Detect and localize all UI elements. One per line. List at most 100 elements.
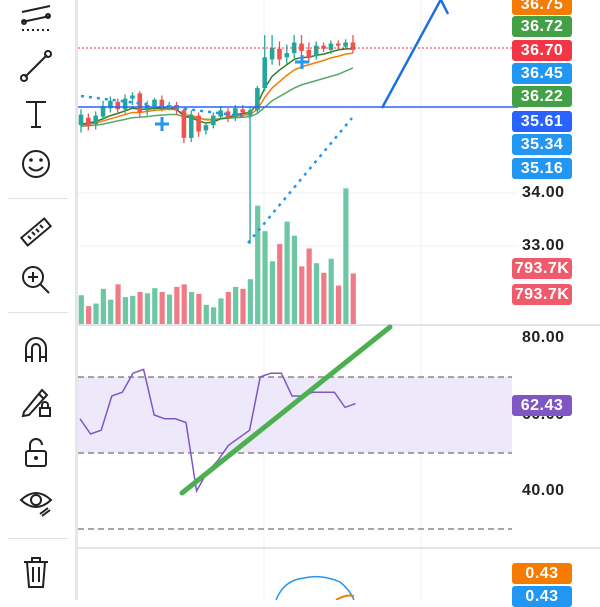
- candle: [306, 42, 312, 63]
- price-axis-label: 34.00: [522, 184, 565, 201]
- toolbar-divider: [8, 538, 68, 539]
- volume-bar: [277, 244, 283, 324]
- volume-bar: [144, 293, 151, 324]
- rsi-axis-label: 80.00: [522, 329, 565, 346]
- price-badge: 36.45: [512, 63, 572, 84]
- volume-bar: [233, 286, 239, 324]
- volume-bar: [284, 221, 290, 324]
- volume-bar: [152, 288, 158, 324]
- volume-bar: [188, 292, 195, 324]
- candle: [93, 111, 98, 130]
- volume-bar: [291, 235, 298, 324]
- volume-bar: [343, 188, 349, 324]
- volume-bar: [321, 272, 327, 324]
- volume-bar: [240, 288, 246, 324]
- candlesticks: [78, 35, 356, 244]
- volume-bar: [218, 298, 224, 324]
- price-badge: 36.72: [512, 16, 572, 37]
- candle: [108, 96, 113, 113]
- candle: [122, 94, 128, 114]
- volume-bar: [174, 286, 180, 324]
- candle: [137, 91, 143, 117]
- macd-line: [275, 575, 355, 600]
- volume-bar: [122, 297, 128, 324]
- volume-bar: [255, 205, 261, 324]
- toolbar-divider: [8, 312, 68, 313]
- price-badge: 36.75: [512, 0, 572, 15]
- arrow-drawing[interactable]: [380, 0, 446, 109]
- volume-bar: [108, 299, 114, 324]
- unlock-icon[interactable]: [12, 432, 60, 472]
- lock-drawing-icon[interactable]: [12, 382, 60, 422]
- ruler-icon[interactable]: [12, 212, 60, 252]
- volume-bar: [159, 292, 165, 324]
- volume-badge: 793.7K: [512, 284, 572, 305]
- volume-bar: [313, 263, 320, 324]
- volume-bar: [203, 304, 209, 324]
- zoom-in-icon[interactable]: [12, 260, 60, 300]
- rsi-value-badge: 62.43: [512, 395, 572, 416]
- volume-bar: [328, 258, 334, 324]
- volume-bar: [225, 292, 231, 324]
- volume-bar: [115, 284, 121, 324]
- volume-bar: [93, 303, 99, 324]
- volume-bar: [350, 273, 356, 324]
- dotted-projection-line[interactable]: [247, 117, 353, 244]
- trend-tools-icon[interactable]: [12, 0, 60, 40]
- drawing-toolbar: [0, 0, 72, 600]
- candle: [350, 35, 356, 54]
- rsi-axis-label: 40.00: [522, 482, 565, 499]
- price-badge: 36.22: [512, 86, 572, 107]
- magnet-icon[interactable]: [12, 330, 60, 370]
- candle: [255, 85, 260, 114]
- dotted-projection-line[interactable]: [80, 94, 243, 118]
- candle: [343, 39, 348, 50]
- candle: [130, 92, 135, 106]
- volume-bar: [262, 231, 268, 324]
- volume-bar: [269, 261, 275, 324]
- moving-average-line: [80, 52, 354, 126]
- trash-icon[interactable]: [12, 552, 60, 592]
- volume-bar: [100, 288, 106, 324]
- volume-bar: [335, 285, 342, 324]
- volume-bars: [78, 188, 356, 324]
- macd-signal-line: [335, 594, 355, 600]
- candle: [284, 44, 290, 64]
- text-tool-icon[interactable]: [12, 94, 60, 134]
- price-badge: 36.70: [512, 40, 572, 61]
- candle: [159, 95, 165, 112]
- volume-bar: [86, 306, 92, 324]
- macd-badge: 0.43: [512, 563, 572, 584]
- volume-bar: [166, 294, 173, 324]
- candle: [291, 35, 297, 59]
- trend-line-icon[interactable]: [12, 46, 60, 86]
- chart-area[interactable]: [78, 0, 600, 600]
- rsi-trend-line[interactable]: [179, 324, 393, 496]
- candle: [78, 109, 84, 133]
- volume-bar: [211, 307, 217, 324]
- chart-grid: [78, 0, 518, 600]
- candle: [321, 42, 326, 53]
- candle: [211, 112, 216, 129]
- moving-averages: [80, 48, 354, 127]
- emoji-icon[interactable]: [12, 144, 60, 184]
- candle: [181, 108, 187, 144]
- candle: [328, 40, 334, 55]
- volume-bar: [181, 284, 187, 324]
- volume-bar: [137, 292, 143, 324]
- candle: [196, 112, 201, 137]
- volume-bar: [299, 266, 305, 324]
- price-axis-label: 33.00: [522, 237, 565, 254]
- volume-bar: [196, 293, 202, 324]
- toolbar-divider: [8, 198, 68, 199]
- candle: [313, 41, 319, 60]
- rsi-band: [78, 377, 512, 453]
- volume-bar: [78, 295, 84, 324]
- candle: [277, 41, 282, 66]
- price-badge: 35.61: [512, 111, 572, 132]
- volume-bar: [306, 248, 312, 324]
- eye-icon[interactable]: [12, 482, 60, 522]
- candle: [86, 113, 91, 131]
- moving-average-line: [80, 67, 354, 127]
- toolbar-border: [75, 0, 78, 600]
